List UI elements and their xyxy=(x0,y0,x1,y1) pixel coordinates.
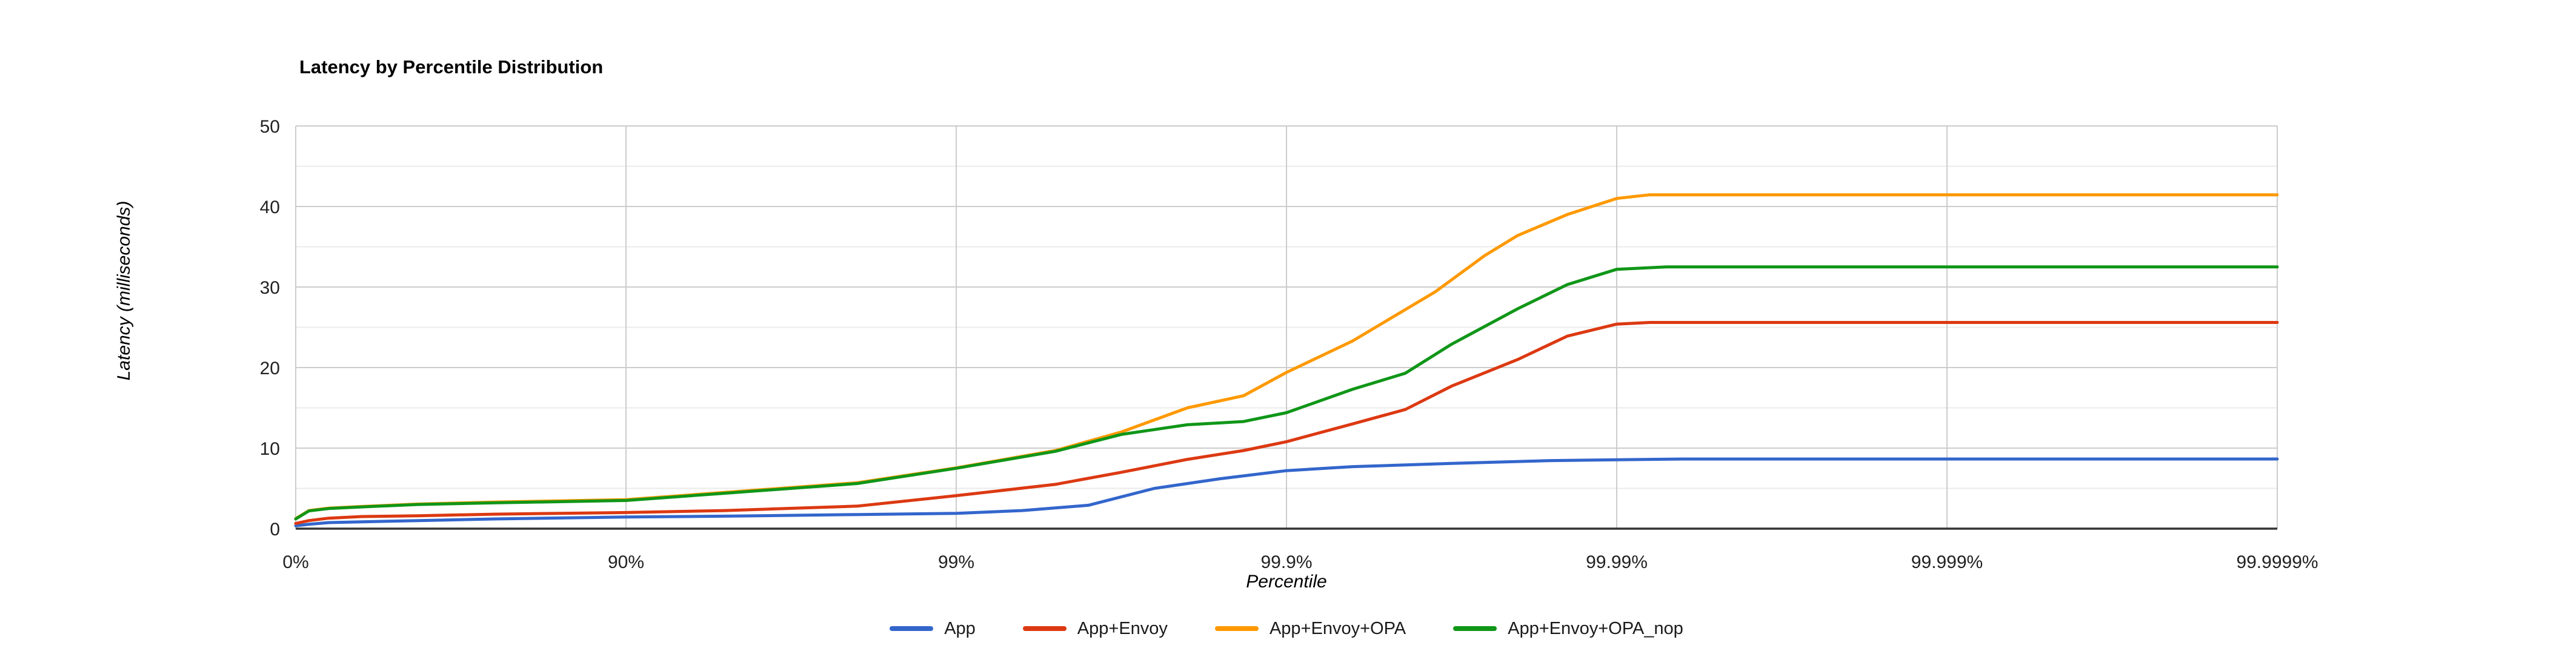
legend-item-app-envoy: App+Envoy xyxy=(1022,618,1168,639)
x-axis-title: Percentile xyxy=(1246,572,1327,592)
series-group xyxy=(294,193,2279,527)
x-tick-labels-group: 0% 90% 99% 99.9% 99.99% 99.999% 99.9999% xyxy=(282,552,2318,572)
x-tick-label: 0% xyxy=(282,552,308,572)
x-tick-label: 99.9% xyxy=(1260,552,1312,572)
legend-swatch-app-envoy-opa xyxy=(1214,626,1259,631)
chart-title: Latency by Percentile Distribution xyxy=(299,56,604,78)
y-tick-label: 40 xyxy=(260,197,280,217)
legend-label: App+Envoy xyxy=(1077,618,1168,638)
y-tick-labels-group: 0 10 20 30 40 50 xyxy=(260,117,280,540)
legend-swatch-app-envoy-opa-nop xyxy=(1453,626,1497,631)
y-tick-label: 50 xyxy=(260,117,280,137)
x-tick-label: 99.9999% xyxy=(2236,552,2318,572)
legend-item-app-envoy-opa-nop: App+Envoy+OPA_nop xyxy=(1453,619,1683,639)
legend-item-app: App xyxy=(890,619,976,639)
y-tick-label: 30 xyxy=(260,278,280,298)
legend-swatch-app-envoy xyxy=(1022,626,1067,631)
series-line-app-envoy-opa-nop xyxy=(294,265,2279,521)
legend-swatch-app xyxy=(890,626,934,631)
x-tick-label: 99% xyxy=(938,552,974,572)
series-line-app-envoy xyxy=(294,321,2279,525)
y-tick-label: 10 xyxy=(260,439,280,459)
legend-label: App xyxy=(944,618,976,638)
legend: App App+Envoy App+Envoy+OPA App+Envoy+OPA_n… xyxy=(296,615,2277,642)
legend-label: App+Envoy+OPA_nop xyxy=(1508,618,1683,638)
y-tick-label: 20 xyxy=(260,358,280,378)
x-tick-label: 90% xyxy=(608,552,644,572)
vertical-gridlines-group xyxy=(295,126,2278,529)
y-tick-label: 0 xyxy=(270,520,280,540)
x-tick-label: 99.99% xyxy=(1586,552,1648,572)
y-axis-title: Latency (milliseconds) xyxy=(114,200,134,381)
x-tick-label: 99.999% xyxy=(1911,552,1983,572)
legend-label: App+Envoy+OPA xyxy=(1269,618,1406,638)
legend-item-app-envoy-opa: App+Envoy+OPA xyxy=(1214,618,1406,639)
series-line-app xyxy=(294,457,2279,527)
